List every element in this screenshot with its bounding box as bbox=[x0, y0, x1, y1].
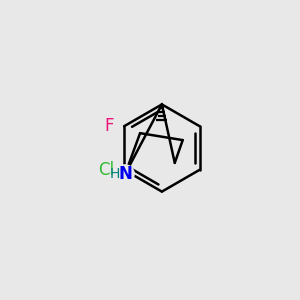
Circle shape bbox=[116, 165, 134, 183]
Circle shape bbox=[107, 167, 121, 181]
Circle shape bbox=[100, 117, 118, 135]
Text: Cl: Cl bbox=[98, 161, 114, 179]
Text: N: N bbox=[118, 165, 132, 183]
Circle shape bbox=[94, 158, 118, 182]
Text: F: F bbox=[104, 117, 114, 135]
Text: H: H bbox=[109, 167, 119, 181]
